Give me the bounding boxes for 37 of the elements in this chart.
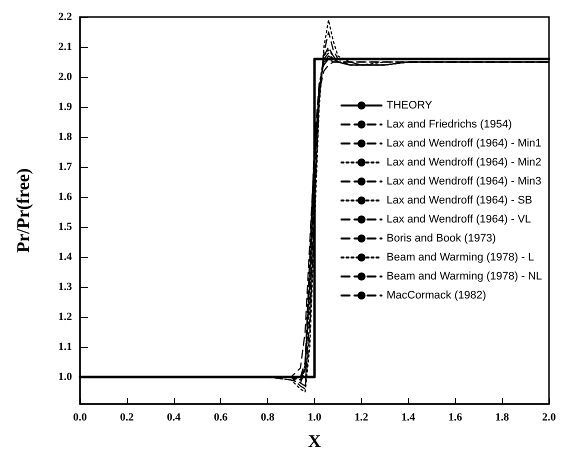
legend-label: Lax and Wendroff (1964) - Min3: [386, 176, 542, 188]
y-tick-label: 2.0: [58, 71, 72, 83]
legend-label: Lax and Wendroff (1964) - VL: [386, 214, 532, 226]
y-tick-label: 1.7: [58, 161, 72, 173]
x-tick-label: 2.0: [542, 412, 556, 424]
y-axis-title: Pr/Pr(free): [13, 168, 33, 253]
x-tick-label: 0.8: [260, 412, 275, 424]
legend-label: Lax and Wendroff (1964) - Min2: [386, 156, 542, 168]
x-tick-label: 1.4: [401, 412, 416, 424]
x-tick-label: 0.2: [120, 412, 134, 424]
y-tick-label: 1.1: [58, 341, 72, 353]
y-tick-label: 1.5: [58, 221, 72, 233]
y-tick-label: 2.1: [58, 41, 72, 53]
y-tick-label: 1.2: [58, 311, 72, 323]
legend-label: Beam and Warming (1978) - L: [386, 252, 534, 264]
legend-label: MacCormack (1982): [386, 290, 486, 302]
y-tick-label: 1.0: [58, 371, 72, 383]
legend-label: Beam and Warming (1978) - NL: [386, 270, 542, 282]
x-tick-label: 1.8: [495, 412, 510, 424]
x-axis-title: X: [308, 431, 321, 451]
legend-label: Lax and Friedrichs (1954): [386, 118, 512, 130]
legend-label: Lax and Wendroff (1964) - SB: [386, 194, 532, 206]
legend-label: THEORY: [386, 100, 433, 112]
legend-label: Boris and Book (1973): [386, 232, 496, 244]
x-tick-label: 1.6: [448, 412, 463, 424]
x-tick-label: 0.6: [214, 412, 228, 424]
y-tick-label: 2.2: [58, 11, 72, 23]
y-tick-label: 1.3: [58, 281, 72, 293]
x-tick-label: 1.2: [354, 412, 369, 424]
x-tick-label: 0.4: [166, 412, 182, 424]
legend-label: Lax and Wendroff (1964) - Min1: [386, 138, 542, 150]
y-tick-label: 1.4: [58, 251, 72, 263]
y-tick-label: 1.6: [58, 191, 72, 203]
y-tick-label: 1.8: [58, 131, 72, 143]
y-tick-label: 1.9: [58, 101, 72, 113]
x-tick-label: 1.0: [308, 412, 322, 424]
x-tick-label: 0.0: [73, 412, 88, 424]
